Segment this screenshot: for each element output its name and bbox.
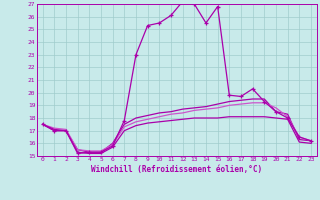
X-axis label: Windchill (Refroidissement éolien,°C): Windchill (Refroidissement éolien,°C) — [91, 165, 262, 174]
